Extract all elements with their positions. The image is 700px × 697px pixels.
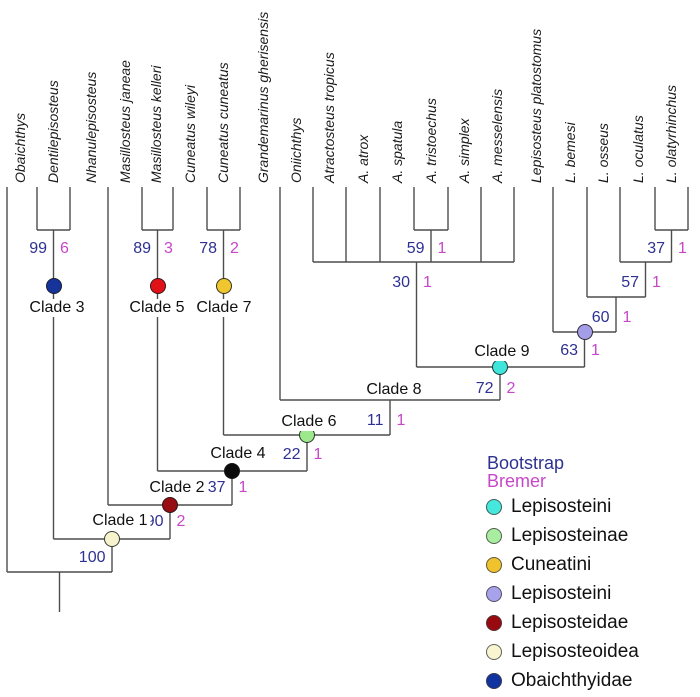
taxon-label-a-atrox: A. atrox	[355, 134, 371, 183]
bootstrap-value: 78	[199, 240, 217, 257]
support-clade7: 78 2	[169, 239, 279, 259]
taxon-label-masillosteus-janeae: Masillosteus janeae	[117, 60, 133, 183]
legend-title-bremer: Bremer	[487, 471, 547, 491]
bremer-value: 1	[423, 274, 432, 291]
leaf-branches	[6, 187, 689, 572]
bootstrap-value: 99	[29, 240, 47, 257]
support-clade4: 37 1	[177, 478, 287, 498]
legend-label-lepisosteini-purple: Lepisosteini	[511, 583, 612, 604]
clade-label-1: Clade 1	[89, 512, 151, 530]
legend-label-obaichthyidae: Obaichthyidae	[511, 670, 633, 691]
clade-label-5: Clade 5	[126, 299, 188, 317]
bootstrap-value: 22	[282, 446, 301, 463]
taxon-label-grandemarinus-gherisensis: Grandemarinus gherisensis	[255, 11, 271, 183]
support-clade8: 11 1	[335, 411, 445, 431]
node-circle-clade5	[149, 278, 166, 294]
bremer-value: 2	[230, 240, 239, 257]
clade-label-8: Clade 8	[363, 381, 425, 399]
bremer-value: 1	[678, 240, 687, 257]
support-clade3: 99 6	[0, 239, 109, 259]
taxon-label-l-osseus: L. osseus	[595, 123, 611, 183]
support-atractosteus-group: 30 1	[362, 273, 472, 293]
clade-label-4: Clade 4	[207, 445, 269, 463]
bremer-value: 1	[622, 309, 632, 326]
bootstrap-value: 11	[366, 412, 384, 429]
taxon-label-a-spatula: A. spatula	[389, 120, 405, 183]
bootstrap-value: 63	[560, 342, 578, 359]
support-clade1: 100	[57, 548, 167, 568]
clade-label-3: Clade 3	[26, 299, 88, 317]
legend-dot-cuneatini	[486, 557, 502, 573]
legend-dot-lepisosteini-cyan	[486, 499, 502, 515]
legend-label-cuneatini: Cuneatini	[511, 554, 592, 575]
node-circle-clade2	[162, 497, 178, 513]
bremer-value: 1	[238, 479, 248, 496]
support-oculatus-olatyrhinchus: 37 1	[617, 239, 700, 259]
legend-dot-obaichthyidae	[486, 673, 502, 689]
taxon-label-a-tristoechus: A. tristoechus	[423, 98, 439, 183]
node-circle-clade1	[104, 531, 120, 547]
bremer-value: 2	[176, 513, 186, 530]
node-circle-lepisosteini	[576, 324, 593, 340]
taxon-label-l-olatyrhinchus: L. olatyrhinchus	[663, 84, 679, 183]
bremer-value: 1	[591, 342, 600, 359]
bremer-value: 1	[396, 412, 406, 429]
taxon-label-masillosteus-kelleri: Masillosteus kelleri	[148, 65, 164, 183]
legend-dot-lepisosteoidea	[486, 644, 502, 660]
taxon-label-l-bemesi: L. bemesi	[562, 122, 578, 183]
taxon-label-cuneatus-wileyi: Cuneatus wileyi	[182, 84, 198, 183]
bootstrap-value: 89	[133, 240, 151, 257]
bootstrap-value: 59	[406, 240, 425, 257]
support-osseus-group: 57 1	[591, 273, 700, 293]
clade-label-6: Clade 6	[278, 413, 340, 431]
node-circle-clade9	[492, 359, 508, 375]
taxon-label-atractosteus-tropicus: Atractosteus tropicus	[321, 52, 337, 183]
taxon-label-a-simplex: A. simplex	[456, 118, 472, 183]
taxon-label-obaichthys: Obaichthys	[12, 112, 28, 183]
bremer-value: 6	[60, 240, 69, 257]
clade-label-7: Clade 7	[193, 299, 255, 317]
taxon-label-oniichthys: Oniichthys	[288, 117, 304, 183]
taxon-label-lepisosteus-platostomus: Lepisosteus platostomus	[528, 28, 544, 183]
bootstrap-value: 60	[591, 309, 610, 326]
legend-label-lepisosteoidea: Lepisosteoidea	[511, 641, 639, 662]
support-bemesi-group: 60 1	[561, 308, 671, 328]
legend-label-lepisosteidae: Lepisosteidae	[511, 612, 629, 633]
bootstrap-value: 37	[207, 479, 226, 496]
bootstrap-value: 100	[78, 549, 106, 566]
legend-dot-lepisosteini-purple	[486, 586, 502, 602]
node-circle-clade3	[45, 278, 62, 294]
legend-label-lepisosteinae: Lepisosteinae	[511, 525, 629, 546]
bootstrap-value: 30	[392, 274, 410, 291]
support-clade9: 72 2	[445, 379, 555, 399]
node-circle-clade7	[215, 278, 232, 294]
bootstrap-value: 37	[647, 240, 665, 257]
support-clade6: 22 1	[252, 445, 362, 465]
legend-title-bootstrap: Bootstrap	[487, 453, 565, 473]
taxon-label-dentilepisosteus: Dentilepisosteus	[45, 80, 61, 183]
bremer-value	[112, 548, 168, 568]
support-spatula-tristoechus: 59 1	[376, 239, 486, 259]
legend-label-lepisosteini-cyan: Lepisosteini	[511, 496, 612, 517]
bremer-value: 3	[164, 240, 173, 257]
node-circle-clade4	[224, 463, 240, 479]
support-clade5: 89 3	[103, 239, 213, 259]
bootstrap-value: 72	[475, 380, 494, 397]
taxon-label-nhanulepisosteus: Nhanulepisosteus	[83, 71, 99, 183]
clade-label-9: Clade 9	[471, 343, 533, 361]
taxon-label-cuneatus-cuneatus: Cuneatus cuneatus	[215, 62, 231, 183]
bremer-value: 1	[652, 274, 661, 291]
bremer-value: 1	[313, 446, 323, 463]
bootstrap-value: 57	[621, 274, 639, 291]
legend-dot-lepisosteinae	[486, 528, 502, 544]
support-lepisosteus-group: 63 1	[530, 341, 640, 361]
legend-dot-lepisosteidae	[486, 615, 502, 631]
taxon-label-a-messelensis: A. messelensis	[489, 88, 505, 183]
bremer-value: 2	[506, 380, 516, 397]
clade-label-2: Clade 2	[146, 479, 208, 497]
taxon-label-l-oculatus: L. oculatus	[630, 115, 646, 183]
bremer-value: 1	[437, 240, 447, 257]
